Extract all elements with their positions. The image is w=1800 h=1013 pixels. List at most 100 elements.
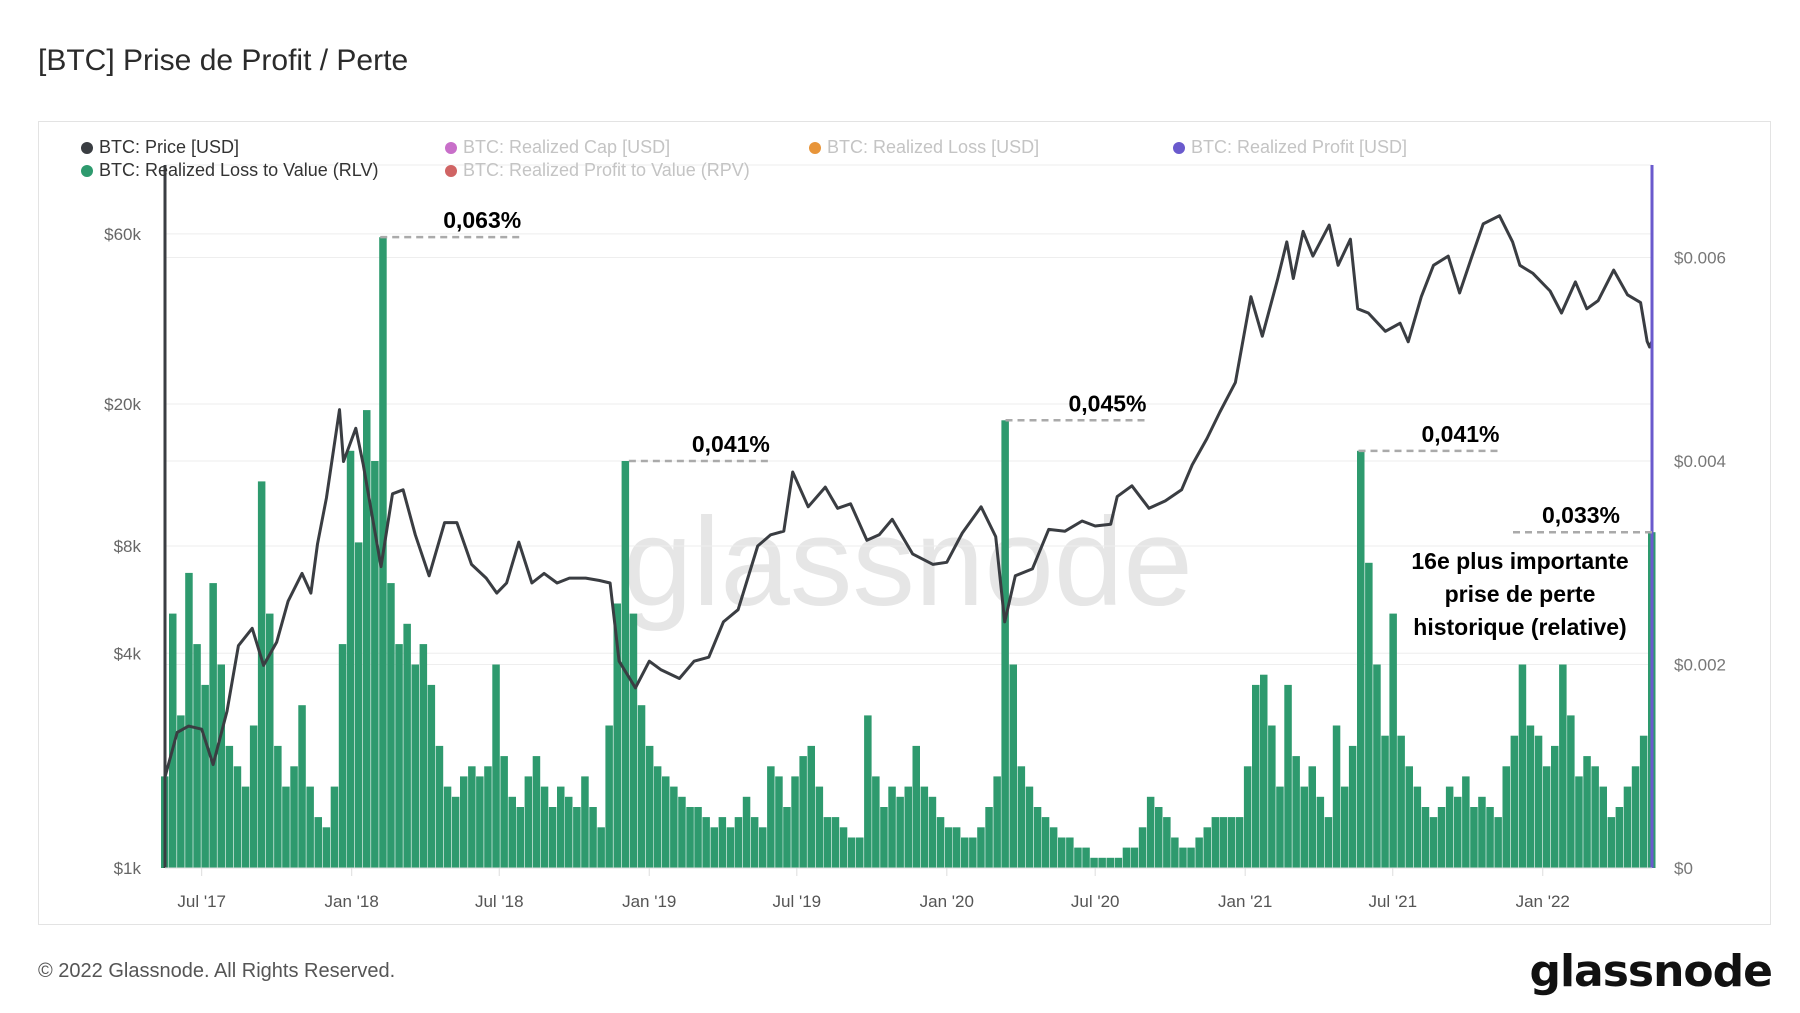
rlv-bar xyxy=(928,796,937,868)
rlv-bar xyxy=(1389,613,1397,868)
legend-label: BTC: Price [USD] xyxy=(99,137,240,157)
rlv-bar xyxy=(1058,837,1066,868)
rlv-bar xyxy=(791,776,799,868)
rlv-bar xyxy=(1405,766,1413,869)
rlv-bar xyxy=(306,786,314,868)
rlv-bar xyxy=(815,786,824,868)
rlv-bar xyxy=(888,786,896,868)
rlv-bar xyxy=(411,664,419,868)
rlv-bar xyxy=(1219,817,1228,868)
legend-item[interactable]: BTC: Price [USD] xyxy=(81,137,239,158)
annotation-label: 0,033% xyxy=(1542,502,1620,528)
rlv-bar xyxy=(969,837,977,868)
rlv-bar xyxy=(864,715,872,868)
rlv-bar xyxy=(1025,786,1034,868)
legend-item[interactable]: BTC: Realized Profit [USD] xyxy=(1173,137,1407,158)
x-axis-tick-label: Jul '18 xyxy=(475,892,524,911)
rlv-bar xyxy=(1462,776,1470,868)
rlv-bar xyxy=(249,725,258,868)
rlv-bar xyxy=(1268,725,1276,868)
x-axis-tick-label: Jul '21 xyxy=(1368,892,1417,911)
rlv-bar xyxy=(435,745,444,868)
rlv-bar xyxy=(1510,735,1519,868)
legend-dot-icon xyxy=(81,164,93,177)
legend-item[interactable]: BTC: Realized Profit to Value (RPV) xyxy=(445,160,750,181)
rlv-bar xyxy=(1211,817,1220,868)
rlv-bar xyxy=(1324,817,1333,868)
note-line: 16e plus importante xyxy=(1411,548,1629,574)
rlv-bar xyxy=(476,776,484,868)
rlv-bar xyxy=(573,807,581,868)
rlv-bar xyxy=(1292,756,1300,868)
x-axis-tick-label: Jan '21 xyxy=(1218,892,1272,911)
rlv-bar xyxy=(880,807,888,868)
rlv-bar xyxy=(807,745,815,868)
rlv-bar xyxy=(1009,664,1017,868)
legend-label: BTC: Realized Profit [USD] xyxy=(1191,137,1408,157)
copyright: © 2022 Glassnode. All Rights Reserved. xyxy=(38,960,396,982)
rlv-bar xyxy=(1526,725,1535,868)
x-axis-tick-label: Jan '20 xyxy=(920,892,974,911)
legend-item[interactable]: BTC: Realized Loss to Value (RLV) xyxy=(81,160,378,181)
legend-item[interactable]: BTC: Realized Cap [USD] xyxy=(445,137,670,158)
rlv-bar xyxy=(1413,786,1422,868)
legend-label: BTC: Realized Cap [USD] xyxy=(463,137,671,157)
rlv-bar xyxy=(1615,807,1624,868)
rlv-bar xyxy=(1332,725,1341,868)
rlv-bar xyxy=(274,745,282,868)
rlv-bar xyxy=(1130,847,1139,868)
legend-item[interactable]: BTC: Realized Loss [USD] xyxy=(809,137,1039,158)
glassnode-logo[interactable]: glassnode xyxy=(1529,946,1773,997)
rlv-bar xyxy=(961,837,969,868)
rlv-bar xyxy=(1559,664,1567,868)
rlv-bar xyxy=(443,786,452,868)
rlv-bar xyxy=(581,776,589,868)
left-axis-tick-label: $8k xyxy=(114,537,142,556)
watermark: glassnode xyxy=(623,493,1193,632)
rlv-bar xyxy=(775,776,783,868)
rlv-bar xyxy=(726,827,735,868)
left-axis-tick-label: $60k xyxy=(104,225,141,244)
rlv-bar xyxy=(783,807,791,868)
rlv-bar xyxy=(565,796,573,868)
rlv-bar xyxy=(1445,786,1454,868)
rlv-bar xyxy=(637,705,646,868)
rlv-bar xyxy=(1397,735,1405,868)
rlv-bar xyxy=(282,786,290,868)
rlv-bar xyxy=(387,583,395,868)
rlv-bar xyxy=(1260,674,1268,868)
rlv-bar xyxy=(952,827,961,868)
left-axis-tick-label: $1k xyxy=(114,859,142,878)
x-axis-tick-label: Jul '19 xyxy=(773,892,822,911)
rlv-bar xyxy=(524,776,533,868)
rlv-bar xyxy=(1575,776,1583,868)
rlv-bar xyxy=(904,786,912,868)
rlv-bar xyxy=(1049,827,1058,868)
rlv-bar xyxy=(1486,807,1494,868)
rlv-bar xyxy=(516,807,524,868)
annotation-label: 0,041% xyxy=(692,431,770,457)
rlv-bar xyxy=(460,776,468,868)
rlv-bar xyxy=(354,542,363,868)
rlv-bar xyxy=(225,745,234,868)
rlv-bar xyxy=(1348,745,1357,868)
rlv-bar xyxy=(1357,450,1365,868)
rlv-bar xyxy=(233,766,242,869)
rlv-bar xyxy=(1179,847,1187,868)
legend-dot-icon xyxy=(445,141,457,154)
rlv-bar xyxy=(718,817,727,868)
rlv-bar xyxy=(1300,786,1308,868)
rlv-bar xyxy=(1090,857,1098,868)
rlv-bar xyxy=(936,817,945,868)
rlv-bar xyxy=(1583,756,1591,868)
x-axis-tick-label: Jul '17 xyxy=(177,892,226,911)
annotation-label: 0,041% xyxy=(1422,421,1500,447)
rlv-bar xyxy=(678,796,686,868)
rlv-bar xyxy=(484,766,492,869)
rlv-bar xyxy=(1138,827,1147,868)
rlv-bar xyxy=(532,756,541,868)
rlv-bar xyxy=(314,817,322,868)
rlv-bar xyxy=(1591,766,1599,869)
annotation-note: 16e plus importante prise de perte histo… xyxy=(1390,545,1650,644)
rlv-bar xyxy=(1171,837,1179,868)
